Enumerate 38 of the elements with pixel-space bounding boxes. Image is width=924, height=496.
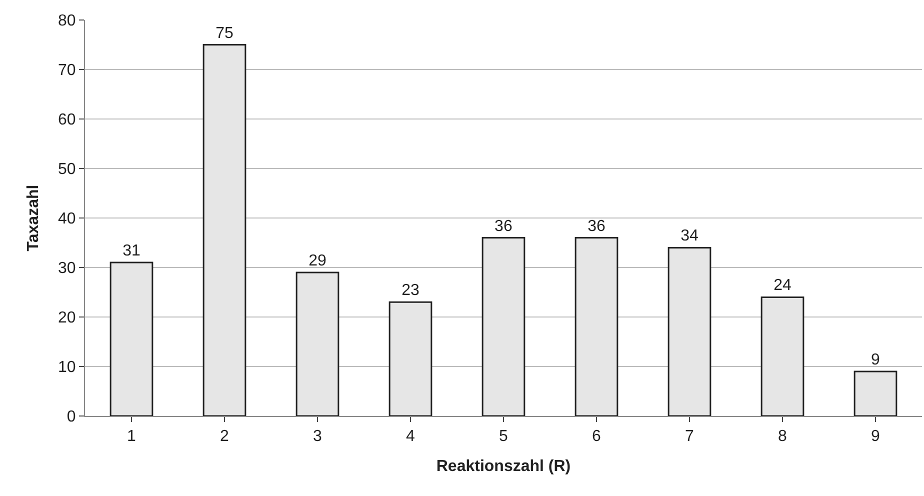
x-tick-label: 3: [313, 428, 322, 446]
x-tick-label: 5: [499, 428, 508, 446]
bar: [110, 262, 154, 416]
y-tick-label: 70: [58, 62, 76, 80]
data-label: 23: [402, 282, 420, 300]
y-axis-title: Taxazahl: [24, 184, 42, 252]
bar: [482, 237, 526, 416]
x-tick-label: 4: [406, 428, 416, 446]
data-label: 29: [308, 252, 326, 270]
bar: [574, 237, 618, 416]
y-tick-label: 60: [58, 112, 76, 129]
y-tick-label: 0: [66, 408, 76, 426]
data-label: 9: [871, 351, 880, 368]
x-tick-label: 1: [127, 428, 136, 446]
data-label: 31: [122, 242, 140, 260]
y-tick-label: 80: [58, 12, 76, 30]
x-tick-label: 2: [220, 428, 230, 446]
bar: [760, 296, 804, 416]
bar: [668, 246, 712, 416]
bar: [388, 301, 432, 416]
data-label: 34: [680, 228, 698, 245]
y-tick-label: 50: [58, 161, 76, 178]
x-tick-label: 6: [592, 428, 602, 446]
bar: [854, 370, 898, 416]
data-label: 75: [216, 24, 234, 42]
x-axis-title: Reaktionszahl (R): [436, 458, 571, 475]
y-tick-label: 40: [58, 210, 76, 228]
y-tick-label: 10: [58, 359, 76, 376]
data-label: 24: [774, 277, 792, 294]
data-label: 36: [494, 218, 512, 235]
x-tick-label: 9: [871, 428, 880, 446]
y-tick-label: 30: [58, 260, 76, 278]
x-tick-label: 8: [778, 428, 788, 446]
data-label: 36: [588, 218, 606, 235]
bar: [202, 44, 246, 416]
bar: [296, 272, 340, 416]
y-tick-label: 20: [58, 310, 76, 327]
x-tick-label: 7: [685, 428, 694, 446]
